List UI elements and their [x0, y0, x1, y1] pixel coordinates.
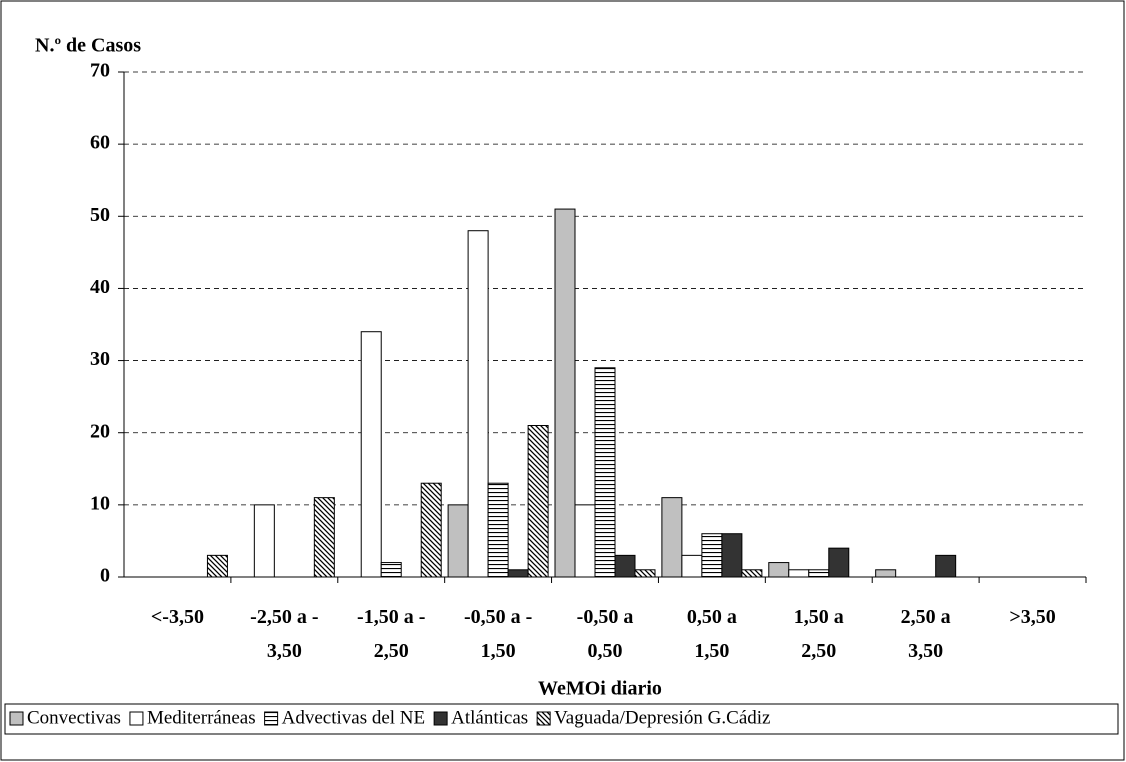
bar	[614, 554, 636, 578]
bar	[574, 504, 596, 578]
legend-swatch	[129, 711, 144, 726]
legend-swatch	[433, 711, 448, 726]
x-tick-label: -0,50 a -1,50	[464, 606, 532, 662]
x-tick-label: 2,50 a 3,50	[901, 606, 951, 662]
x-tick-label: -1,50 a -2,50	[357, 606, 425, 662]
bar	[380, 562, 402, 578]
x-tick-label: 1,50 a 2,50	[794, 606, 844, 662]
y-tick-label: 10	[90, 492, 110, 514]
legend-label: Mediterráneas	[147, 707, 256, 728]
x-tick-label: 0,50 a 1,50	[687, 606, 737, 662]
bar	[206, 554, 228, 578]
bar	[681, 554, 703, 578]
legend-label: Advectivas del NE	[282, 707, 426, 728]
x-tick-label: -0,50 a 0,50	[577, 606, 634, 662]
y-axis-label: N.º de Casos	[35, 35, 141, 57]
y-tick-label: 20	[90, 420, 110, 442]
bar	[360, 331, 382, 578]
bar	[721, 533, 743, 578]
bar	[634, 569, 656, 578]
bar	[253, 504, 275, 578]
legend-label: Atlánticas	[451, 707, 528, 728]
bar	[828, 547, 850, 578]
y-tick-label: 50	[90, 204, 110, 226]
legend-swatch	[264, 711, 279, 726]
x-tick-label: -2,50 a -3,50	[250, 606, 318, 662]
bar	[507, 569, 529, 578]
y-tick-label: 70	[90, 60, 110, 82]
bar	[875, 569, 897, 578]
legend-label: Convectivas	[27, 707, 121, 728]
legend-swatch	[9, 711, 24, 726]
bar	[741, 569, 763, 578]
bar	[788, 569, 810, 578]
bar	[661, 497, 683, 578]
x-tick-label: <-3,50	[151, 606, 204, 628]
bar	[420, 482, 442, 578]
x-axis-label: WeMOi diario	[538, 678, 662, 700]
bar	[808, 569, 830, 578]
y-tick-label: 30	[90, 348, 110, 370]
bar	[527, 425, 549, 578]
bar	[467, 230, 489, 578]
bar	[487, 482, 509, 578]
legend-frame	[4, 703, 1119, 735]
bar	[554, 208, 576, 578]
bar	[313, 497, 335, 578]
bar	[935, 554, 957, 578]
y-tick-label: 0	[100, 565, 110, 587]
bar	[447, 504, 469, 578]
legend-swatch	[536, 711, 551, 726]
y-tick-label: 40	[90, 276, 110, 298]
y-tick-label: 60	[90, 132, 110, 154]
legend-label: Vaguada/Depresión G.Cádiz	[554, 707, 770, 728]
bar	[701, 533, 723, 578]
bar	[768, 562, 790, 578]
x-tick-label: >3,50	[1009, 606, 1055, 628]
bar	[594, 367, 616, 578]
